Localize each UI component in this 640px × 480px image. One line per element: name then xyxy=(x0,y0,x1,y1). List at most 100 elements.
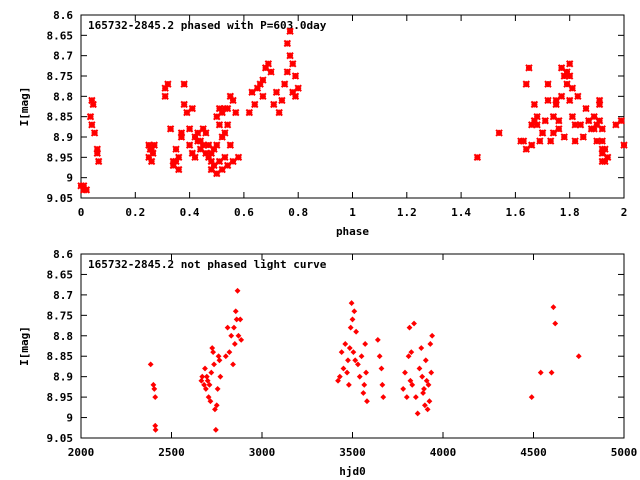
data-point xyxy=(191,153,199,162)
data-point xyxy=(374,336,381,343)
data-point xyxy=(348,300,355,306)
data-point xyxy=(294,84,302,92)
data-point xyxy=(427,341,434,347)
data-point xyxy=(223,104,232,113)
data-point xyxy=(286,51,294,60)
y-tick-label: 8.85 xyxy=(47,111,74,124)
data-point xyxy=(527,121,536,129)
data-point xyxy=(188,149,197,157)
data-point xyxy=(342,341,349,347)
x-tick-label: 1 xyxy=(349,206,356,219)
x-tick-label: 1.4 xyxy=(451,206,471,219)
data-point xyxy=(552,96,560,105)
data-point xyxy=(161,84,169,92)
data-point xyxy=(555,125,563,133)
data-point xyxy=(584,117,593,125)
data-point xyxy=(213,112,221,121)
data-point xyxy=(519,137,528,145)
data-point xyxy=(215,104,224,113)
data-point xyxy=(402,369,408,376)
data-point xyxy=(557,92,566,101)
data-point xyxy=(152,426,159,433)
data-point xyxy=(280,80,289,88)
data-point xyxy=(533,121,541,129)
data-point xyxy=(232,108,240,117)
data-point xyxy=(226,92,235,101)
data-point xyxy=(525,64,533,72)
data-point xyxy=(361,381,368,388)
plot-title: 165732-2845.2 not phased light curve xyxy=(88,258,327,271)
data-point xyxy=(270,100,278,109)
data-point xyxy=(593,121,601,129)
data-point xyxy=(536,137,544,145)
data-point xyxy=(380,394,387,401)
data-point xyxy=(169,161,178,170)
data-point xyxy=(419,373,426,380)
data-point xyxy=(291,92,300,101)
data-point xyxy=(538,129,547,137)
data-point xyxy=(234,153,243,162)
data-point xyxy=(364,398,370,405)
data-point xyxy=(424,406,431,413)
data-point xyxy=(215,121,224,129)
data-point xyxy=(201,381,207,388)
y-tick-label: 8.75 xyxy=(47,309,74,322)
data-point xyxy=(214,386,221,392)
data-point xyxy=(259,92,267,101)
data-point xyxy=(223,161,232,170)
data-point xyxy=(406,324,413,331)
data-point xyxy=(422,357,429,364)
data-point xyxy=(229,157,237,166)
y-tick-label: 8.65 xyxy=(47,268,74,281)
data-point xyxy=(218,165,226,174)
y-tick-label: 9.05 xyxy=(47,192,74,205)
data-point xyxy=(552,100,560,109)
data-point xyxy=(565,60,574,68)
data-point xyxy=(202,386,209,392)
data-point xyxy=(601,145,609,153)
data-point xyxy=(604,153,612,162)
data-point xyxy=(358,353,365,360)
data-point xyxy=(188,104,197,113)
data-point xyxy=(215,353,222,360)
data-point xyxy=(345,381,352,388)
data-point xyxy=(568,112,577,121)
data-point xyxy=(177,129,186,137)
data-point xyxy=(218,108,226,117)
data-point xyxy=(420,390,426,396)
data-point xyxy=(89,100,97,109)
data-point xyxy=(226,349,233,356)
data-point xyxy=(177,133,186,141)
data-point xyxy=(362,341,369,347)
data-point xyxy=(204,153,213,162)
data-point xyxy=(93,145,101,153)
data-point xyxy=(595,96,604,105)
data-point xyxy=(593,137,601,145)
data-point xyxy=(426,398,433,405)
x-tick-label: 0.6 xyxy=(234,206,254,219)
y-tick-label: 8.95 xyxy=(47,151,74,164)
data-point xyxy=(537,369,544,376)
data-point xyxy=(194,129,202,137)
data-point xyxy=(261,64,270,72)
x-axis-label: hjd0 xyxy=(339,465,366,478)
y-tick-label: 8.8 xyxy=(53,330,73,343)
data-point xyxy=(548,369,555,376)
data-point xyxy=(414,410,421,417)
data-point xyxy=(93,149,101,157)
data-point xyxy=(211,361,217,368)
data-point xyxy=(226,141,235,149)
data-point xyxy=(598,137,606,145)
data-point xyxy=(198,377,205,384)
y-tick-label: 9.05 xyxy=(47,432,74,445)
data-point xyxy=(147,145,156,153)
data-point xyxy=(598,125,606,133)
data-point xyxy=(217,373,224,380)
y-tick-label: 8.7 xyxy=(53,50,73,63)
x-tick-label: 1.2 xyxy=(397,206,417,219)
data-point xyxy=(552,320,559,327)
data-point xyxy=(218,133,226,141)
data-point xyxy=(530,100,539,109)
x-tick-label: 4500 xyxy=(520,446,547,459)
data-point xyxy=(598,149,606,157)
